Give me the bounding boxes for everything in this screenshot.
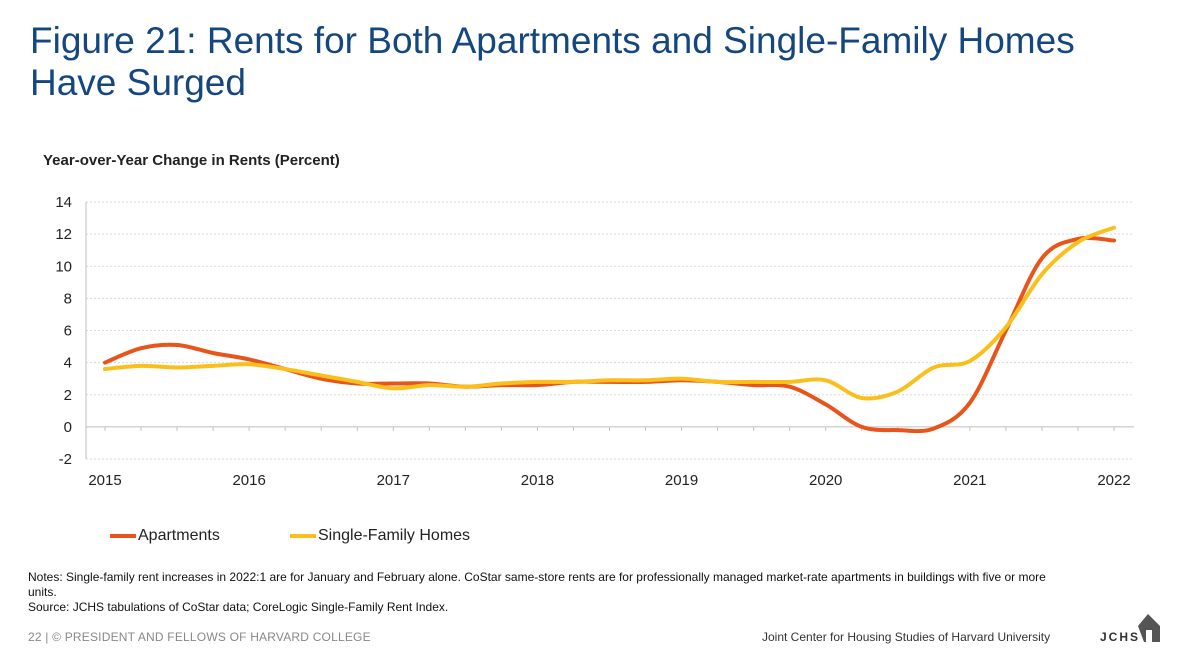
y-tick-label: 4: [64, 355, 72, 372]
chart-notes: Notes: Single-family rent increases in 2…: [28, 570, 1048, 615]
legend-swatch-single-family: [290, 534, 316, 538]
jchs-logo: JCHS: [1100, 612, 1162, 648]
y-tick-label: 2: [64, 387, 72, 404]
legend-label-apartments: Apartments: [138, 527, 220, 544]
source-text: Source: JCHS tabulations of CoStar data;…: [28, 600, 449, 614]
house-icon: [1138, 614, 1160, 642]
x-tick-label: 2018: [521, 472, 554, 489]
legend-swatch-apartments: [110, 534, 136, 538]
series-line-apartments: [103, 235, 1116, 434]
y-tick-label: 10: [55, 258, 72, 275]
x-tick-label: 2021: [953, 472, 986, 489]
series-line-single-family: [103, 225, 1116, 401]
series-lines: [103, 225, 1116, 434]
y-tick-label: 6: [64, 323, 72, 340]
y-tick-label: 0: [64, 419, 72, 436]
grid-lines: [86, 201, 1134, 460]
x-tick-label: 2019: [665, 472, 698, 489]
x-tick-label: 2020: [809, 472, 842, 489]
y-tick-label: 12: [55, 226, 72, 243]
legend-item-apartments: Apartments: [110, 527, 220, 545]
y-tick-labels: 14 12 10 8 6 4 2 0 -2: [55, 194, 72, 468]
x-tick-label: 2016: [232, 472, 265, 489]
footer-organization: Joint Center for Housing Studies of Harv…: [762, 630, 1051, 644]
x-tick-labels: 2015 2016 2017 2018 2019 2020 2021 2022: [88, 472, 1130, 489]
footer-copyright: 22 | © PRESIDENT AND FELLOWS OF HARVARD …: [28, 630, 371, 644]
x-tick-label: 2017: [377, 472, 410, 489]
y-tick-label: 14: [55, 194, 72, 211]
y-tick-label: 8: [64, 290, 72, 307]
y-tick-label: -2: [59, 451, 72, 468]
y-axis-label: Year-over-Year Change in Rents (Percent): [43, 152, 340, 169]
logo-text: JCHS: [1100, 630, 1141, 644]
legend-label-single-family: Single-Family Homes: [318, 527, 471, 544]
notes-text: Notes: Single-family rent increases in 2…: [28, 570, 1046, 599]
legend-item-single-family: Single-Family Homes: [290, 527, 470, 545]
x-tick-label: 2015: [88, 472, 121, 489]
x-tick-label: 2022: [1097, 472, 1130, 489]
page-title: Figure 21: Rents for Both Apartments and…: [30, 20, 1075, 103]
